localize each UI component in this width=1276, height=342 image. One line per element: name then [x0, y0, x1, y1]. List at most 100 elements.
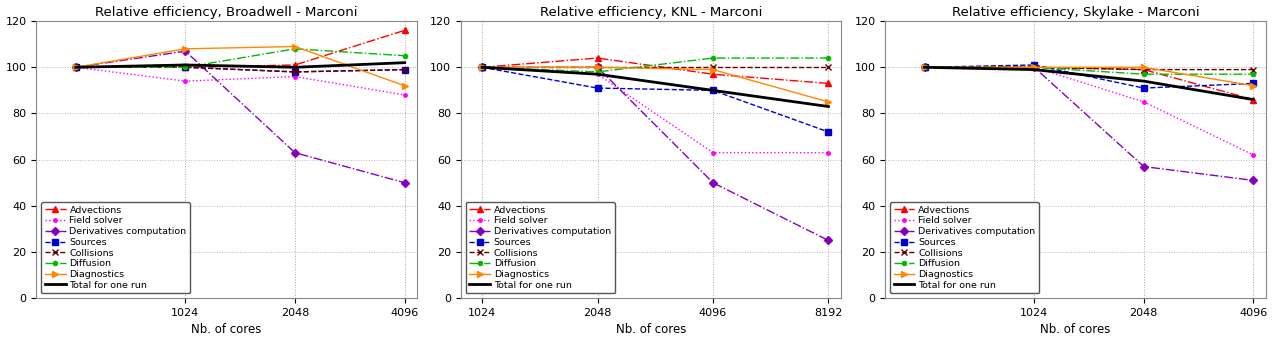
Collisions	[820, 65, 836, 69]
Total for one run	[475, 65, 490, 69]
Diffusion	[590, 70, 605, 74]
Derivatives computation	[177, 49, 193, 53]
Derivatives computation	[706, 181, 721, 185]
Collisions	[287, 70, 302, 74]
Diffusion	[177, 65, 193, 69]
Sources	[1026, 63, 1041, 67]
Sources	[706, 88, 721, 92]
X-axis label: Nb. of cores: Nb. of cores	[616, 324, 686, 337]
Derivatives computation	[287, 151, 302, 155]
Advections	[397, 28, 412, 32]
Derivatives computation	[917, 65, 933, 69]
Line: Derivatives computation: Derivatives computation	[480, 65, 831, 243]
Diffusion	[475, 65, 490, 69]
Diagnostics	[1245, 84, 1261, 88]
Diffusion	[1245, 72, 1261, 76]
Line: Collisions: Collisions	[73, 65, 407, 75]
Sources	[820, 130, 836, 134]
Advections	[177, 65, 193, 69]
Line: Sources: Sources	[73, 65, 407, 75]
Line: Derivatives computation: Derivatives computation	[921, 65, 1257, 183]
Total for one run	[287, 65, 302, 69]
Advections	[917, 65, 933, 69]
Collisions	[706, 65, 721, 69]
Collisions	[917, 65, 933, 69]
Line: Total for one run: Total for one run	[482, 67, 828, 107]
Collisions	[397, 67, 412, 71]
Total for one run	[397, 61, 412, 65]
Derivatives computation	[475, 65, 490, 69]
Sources	[1136, 86, 1151, 90]
Diffusion	[287, 47, 302, 51]
Title: Relative efficiency, Skylake - Marconi: Relative efficiency, Skylake - Marconi	[952, 5, 1199, 18]
Line: Advections: Advections	[73, 28, 407, 70]
Sources	[475, 65, 490, 69]
Advections	[706, 72, 721, 76]
Line: Diffusion: Diffusion	[74, 47, 407, 69]
Field solver	[917, 65, 933, 69]
X-axis label: Nb. of cores: Nb. of cores	[191, 324, 262, 337]
Total for one run	[590, 72, 605, 76]
Field solver	[1245, 153, 1261, 157]
Derivatives computation	[590, 65, 605, 69]
Advections	[820, 81, 836, 86]
Sources	[917, 65, 933, 69]
Derivatives computation	[820, 238, 836, 242]
X-axis label: Nb. of cores: Nb. of cores	[1040, 324, 1110, 337]
Field solver	[397, 93, 412, 97]
Line: Diffusion: Diffusion	[923, 65, 1256, 76]
Derivatives computation	[1245, 179, 1261, 183]
Diagnostics	[475, 65, 490, 69]
Line: Total for one run: Total for one run	[925, 67, 1253, 100]
Diffusion	[917, 65, 933, 69]
Total for one run	[820, 105, 836, 109]
Collisions	[1136, 67, 1151, 71]
Field solver	[820, 151, 836, 155]
Line: Sources: Sources	[921, 62, 1257, 91]
Line: Diagnostics: Diagnostics	[921, 65, 1257, 89]
Collisions	[68, 65, 83, 69]
Advections	[1136, 67, 1151, 71]
Collisions	[177, 65, 193, 69]
Total for one run	[706, 88, 721, 92]
Diagnostics	[706, 67, 721, 71]
Sources	[590, 86, 605, 90]
Diffusion	[1136, 72, 1151, 76]
Diffusion	[1026, 65, 1041, 69]
Field solver	[590, 72, 605, 76]
Line: Collisions: Collisions	[921, 65, 1257, 73]
Diagnostics	[590, 65, 605, 69]
Line: Field solver: Field solver	[73, 64, 408, 98]
Diffusion	[397, 54, 412, 58]
Total for one run	[68, 65, 83, 69]
Line: Field solver: Field solver	[921, 64, 1257, 158]
Collisions	[1026, 65, 1041, 69]
Diffusion	[820, 56, 836, 60]
Diagnostics	[820, 100, 836, 104]
Advections	[475, 65, 490, 69]
Line: Advections: Advections	[921, 65, 1257, 102]
Field solver	[177, 79, 193, 83]
Advections	[590, 56, 605, 60]
Advections	[68, 65, 83, 69]
Line: Collisions: Collisions	[480, 65, 831, 70]
Diagnostics	[1026, 65, 1041, 69]
Legend: Advections, Field solver, Derivatives computation, Sources, Collisions, Diffusio: Advections, Field solver, Derivatives co…	[466, 202, 615, 293]
Diagnostics	[917, 65, 933, 69]
Legend: Advections, Field solver, Derivatives computation, Sources, Collisions, Diffusio: Advections, Field solver, Derivatives co…	[41, 202, 190, 293]
Sources	[1245, 81, 1261, 86]
Diagnostics	[68, 65, 83, 69]
Sources	[177, 65, 193, 69]
Title: Relative efficiency, Broadwell - Marconi: Relative efficiency, Broadwell - Marconi	[96, 5, 357, 18]
Diagnostics	[177, 47, 193, 51]
Total for one run	[1026, 67, 1041, 71]
Field solver	[475, 65, 490, 69]
Collisions	[475, 65, 490, 69]
Field solver	[706, 151, 721, 155]
Advections	[1026, 65, 1041, 69]
Line: Field solver: Field solver	[478, 64, 832, 156]
Total for one run	[917, 65, 933, 69]
Line: Total for one run: Total for one run	[75, 63, 404, 67]
Title: Relative efficiency, KNL - Marconi: Relative efficiency, KNL - Marconi	[540, 5, 762, 18]
Derivatives computation	[1136, 165, 1151, 169]
